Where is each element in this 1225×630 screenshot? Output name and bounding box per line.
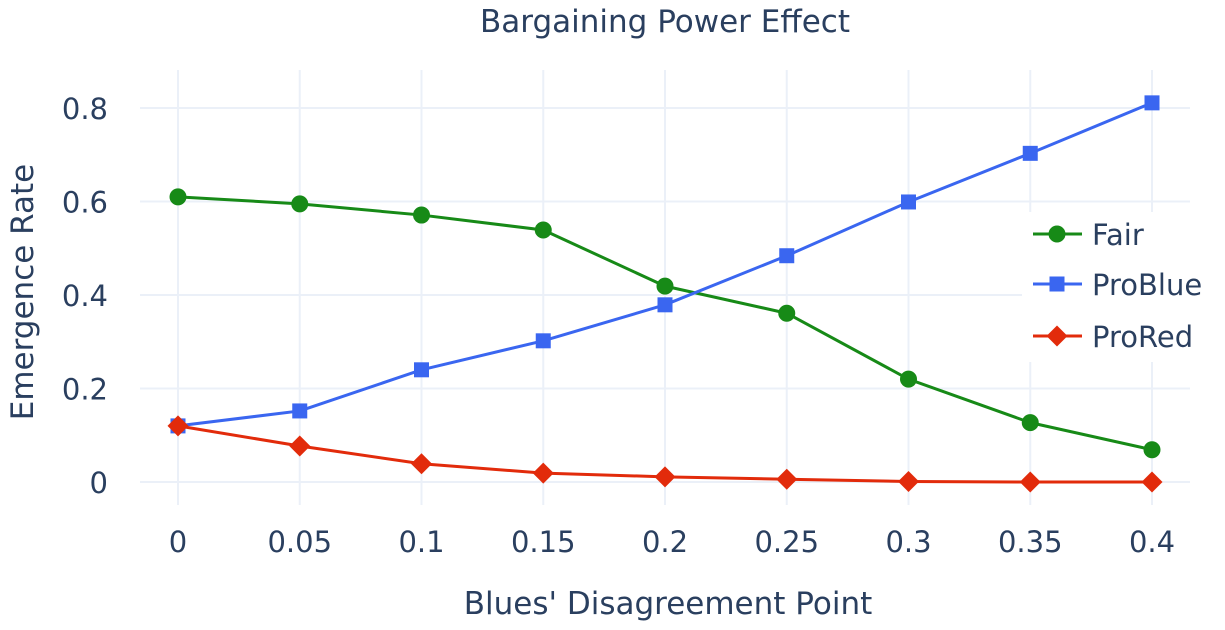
- x-tick-label: 0: [169, 525, 187, 559]
- series-fair: [169, 188, 1161, 459]
- x-tick-label: 0.25: [754, 525, 819, 559]
- x-axis-title: Blues' Disagreement Point: [464, 586, 873, 622]
- diamond-marker[interactable]: [898, 471, 919, 493]
- circle-marker[interactable]: [169, 188, 187, 206]
- x-tick-label: 0.1: [398, 525, 444, 559]
- diamond-marker[interactable]: [289, 435, 311, 457]
- circle-marker[interactable]: [656, 277, 674, 295]
- y-axis-ticks: 0 0.2 0.4 0.6 0.8: [62, 92, 108, 500]
- y-tick-label: 0.2: [62, 373, 108, 407]
- legend-label: Fair: [1092, 218, 1144, 252]
- x-tick-label: 0.4: [1129, 525, 1175, 559]
- diamond-marker[interactable]: [1019, 471, 1041, 493]
- square-marker[interactable]: [901, 194, 916, 210]
- diamond-marker[interactable]: [776, 468, 798, 490]
- square-marker[interactable]: [657, 297, 673, 313]
- square-marker[interactable]: [535, 333, 551, 349]
- x-gridlines: [177, 70, 1153, 505]
- square-marker[interactable]: [292, 403, 308, 419]
- diamond-marker[interactable]: [411, 453, 432, 475]
- square-marker[interactable]: [1022, 145, 1038, 161]
- y-tick-label: 0: [90, 466, 108, 500]
- x-axis-ticks: 0 0.05 0.1 0.15 0.2 0.25 0.3 0.35 0.4: [169, 525, 1175, 559]
- square-marker[interactable]: [1144, 95, 1160, 111]
- legend-square-icon[interactable]: [1049, 276, 1065, 292]
- y-tick-label: 0.6: [62, 186, 108, 220]
- legend[interactable]: Fair ProBlue ProRed: [1033, 218, 1202, 354]
- x-tick-label: 0.3: [885, 525, 931, 559]
- circle-marker[interactable]: [534, 221, 552, 239]
- series-group: [167, 95, 1163, 493]
- circle-marker[interactable]: [291, 195, 309, 213]
- diamond-marker[interactable]: [532, 462, 554, 484]
- x-tick-label: 0.35: [998, 525, 1063, 559]
- circle-marker[interactable]: [1021, 414, 1039, 432]
- x-tick-label: 0.15: [511, 525, 576, 559]
- diamond-marker[interactable]: [167, 415, 189, 437]
- y-axis-title: Emergence Rate: [5, 164, 41, 421]
- chart-title: Bargaining Power Effect: [480, 4, 850, 40]
- legend-item-prored[interactable]: ProRed: [1033, 320, 1193, 354]
- circle-marker[interactable]: [413, 206, 430, 224]
- legend-circle-icon[interactable]: [1048, 225, 1066, 243]
- y-tick-label: 0.4: [62, 279, 108, 313]
- diamond-marker[interactable]: [1141, 471, 1163, 493]
- legend-item-problue[interactable]: ProBlue: [1033, 268, 1202, 302]
- x-tick-label: 0.05: [267, 525, 332, 559]
- square-marker[interactable]: [779, 248, 795, 264]
- y-tick-label: 0.8: [62, 92, 108, 126]
- circle-marker[interactable]: [778, 304, 796, 322]
- legend-item-fair[interactable]: Fair: [1033, 218, 1144, 252]
- legend-label: ProRed: [1092, 320, 1193, 354]
- square-marker[interactable]: [414, 362, 429, 378]
- legend-label: ProBlue: [1092, 268, 1202, 302]
- circle-marker[interactable]: [900, 370, 917, 388]
- x-tick-label: 0.2: [642, 525, 688, 559]
- circle-marker[interactable]: [1143, 441, 1161, 459]
- series-prored: [167, 415, 1163, 493]
- diamond-marker[interactable]: [654, 466, 676, 488]
- legend-diamond-icon[interactable]: [1046, 325, 1068, 347]
